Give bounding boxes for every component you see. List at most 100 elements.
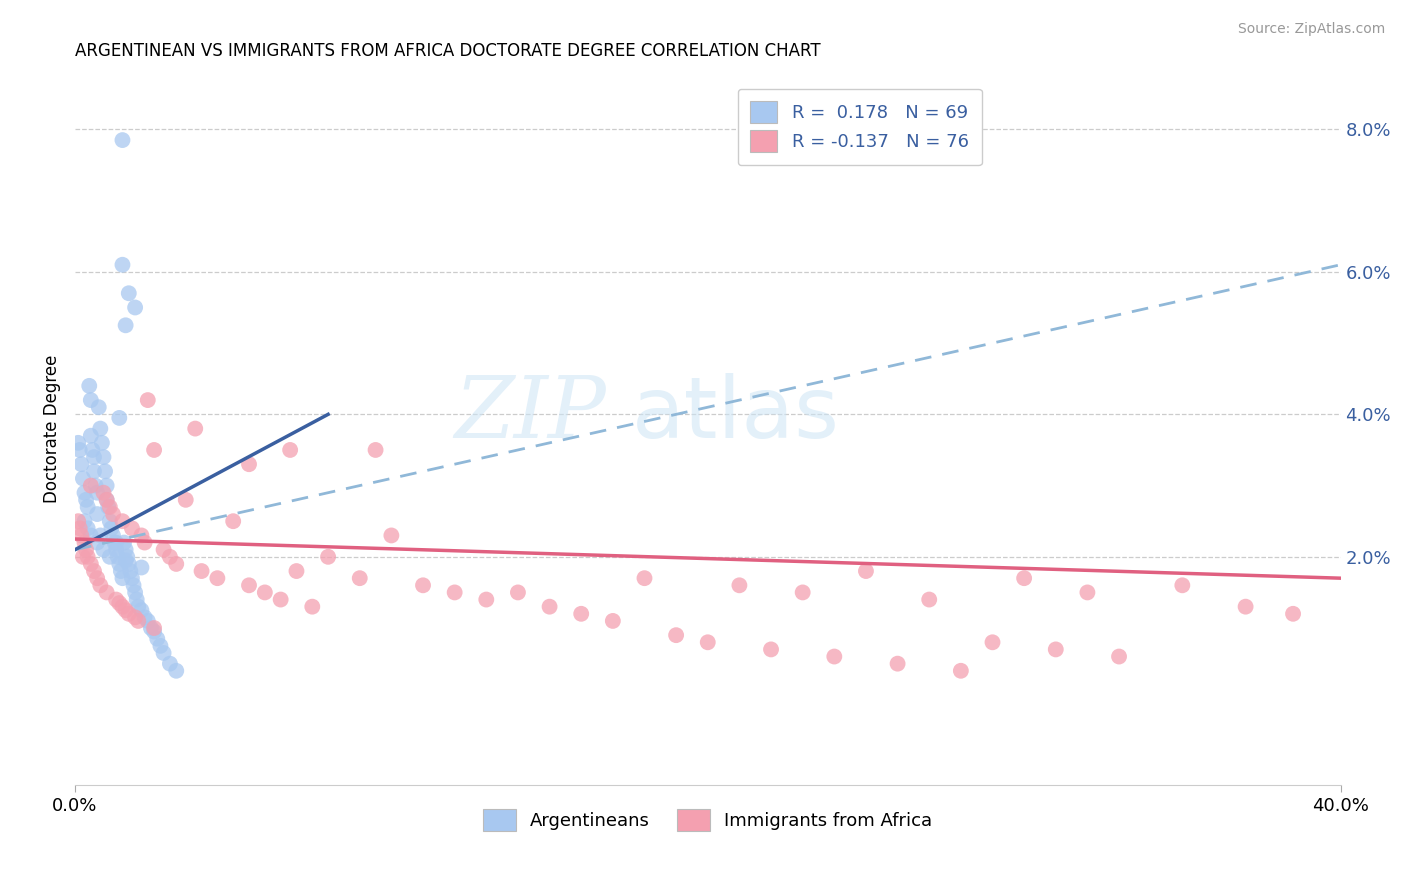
Point	[475, 592, 498, 607]
Point	[86, 535, 108, 549]
Point	[96, 478, 118, 492]
Point	[77, 379, 100, 393]
Point	[380, 528, 402, 542]
Point	[136, 393, 159, 408]
Point	[121, 571, 143, 585]
Point	[143, 624, 166, 639]
Point	[90, 435, 112, 450]
Point	[84, 478, 107, 492]
Point	[174, 492, 197, 507]
Point	[80, 528, 103, 542]
Point	[105, 535, 128, 549]
Point	[108, 557, 131, 571]
Point	[1171, 578, 1194, 592]
Legend: R =  0.178   N = 69, R = -0.137   N = 76: R = 0.178 N = 69, R = -0.137 N = 76	[738, 88, 981, 165]
Point	[124, 610, 146, 624]
Point	[69, 442, 91, 457]
Point	[122, 578, 145, 592]
Point	[207, 571, 229, 585]
Point	[75, 492, 97, 507]
Point	[93, 542, 115, 557]
Point	[83, 450, 105, 464]
Point	[159, 657, 181, 671]
Point	[1282, 607, 1305, 621]
Point	[184, 421, 207, 435]
Point	[124, 301, 146, 315]
Point	[86, 485, 108, 500]
Point	[73, 514, 96, 528]
Point	[131, 560, 153, 574]
Point	[98, 500, 121, 514]
Point	[98, 514, 121, 528]
Point	[101, 507, 124, 521]
Point	[76, 500, 98, 514]
Point	[981, 635, 1004, 649]
Point	[152, 646, 174, 660]
Point	[82, 442, 104, 457]
Point	[96, 492, 118, 507]
Point	[75, 542, 97, 557]
Point	[89, 421, 111, 435]
Point	[114, 603, 136, 617]
Y-axis label: Doctorate Degree: Doctorate Degree	[44, 354, 60, 503]
Text: ARGENTINEAN VS IMMIGRANTS FROM AFRICA DOCTORATE DEGREE CORRELATION CHART: ARGENTINEAN VS IMMIGRANTS FROM AFRICA DO…	[75, 42, 821, 60]
Point	[83, 564, 105, 578]
Point	[120, 564, 142, 578]
Point	[96, 585, 118, 599]
Point	[665, 628, 688, 642]
Point	[111, 514, 134, 528]
Point	[569, 607, 592, 621]
Point	[1234, 599, 1257, 614]
Point	[253, 585, 276, 599]
Point	[83, 464, 105, 478]
Point	[80, 428, 103, 442]
Point	[1108, 649, 1130, 664]
Point	[316, 549, 339, 564]
Point	[72, 549, 94, 564]
Point	[121, 521, 143, 535]
Point	[80, 557, 103, 571]
Point	[110, 564, 132, 578]
Point	[146, 632, 169, 646]
Point	[101, 528, 124, 542]
Point	[114, 553, 136, 567]
Point	[159, 549, 181, 564]
Point	[86, 507, 108, 521]
Point	[759, 642, 782, 657]
Point	[105, 592, 128, 607]
Text: Source: ZipAtlas.com: Source: ZipAtlas.com	[1237, 22, 1385, 37]
Point	[118, 286, 141, 301]
Point	[93, 450, 115, 464]
Point	[301, 599, 323, 614]
Point	[96, 492, 118, 507]
FancyBboxPatch shape	[66, 607, 117, 721]
Point	[131, 603, 153, 617]
Point	[87, 401, 110, 415]
Point	[165, 557, 187, 571]
Point	[918, 592, 941, 607]
Point	[70, 457, 93, 471]
Point	[89, 578, 111, 592]
Point	[131, 528, 153, 542]
Point	[349, 571, 371, 585]
Point	[602, 614, 624, 628]
Point	[136, 614, 159, 628]
Point	[149, 639, 172, 653]
Point	[69, 521, 91, 535]
Point	[124, 585, 146, 599]
Point	[1076, 585, 1098, 599]
Point	[70, 528, 93, 542]
Point	[108, 596, 131, 610]
Point	[80, 393, 103, 408]
Point	[855, 564, 877, 578]
Point	[506, 585, 529, 599]
Point	[696, 635, 718, 649]
Point	[190, 564, 212, 578]
Point	[127, 599, 149, 614]
Point	[443, 585, 465, 599]
Point	[127, 614, 149, 628]
Point	[86, 571, 108, 585]
Point	[76, 549, 98, 564]
Point	[107, 549, 129, 564]
Point	[538, 599, 561, 614]
